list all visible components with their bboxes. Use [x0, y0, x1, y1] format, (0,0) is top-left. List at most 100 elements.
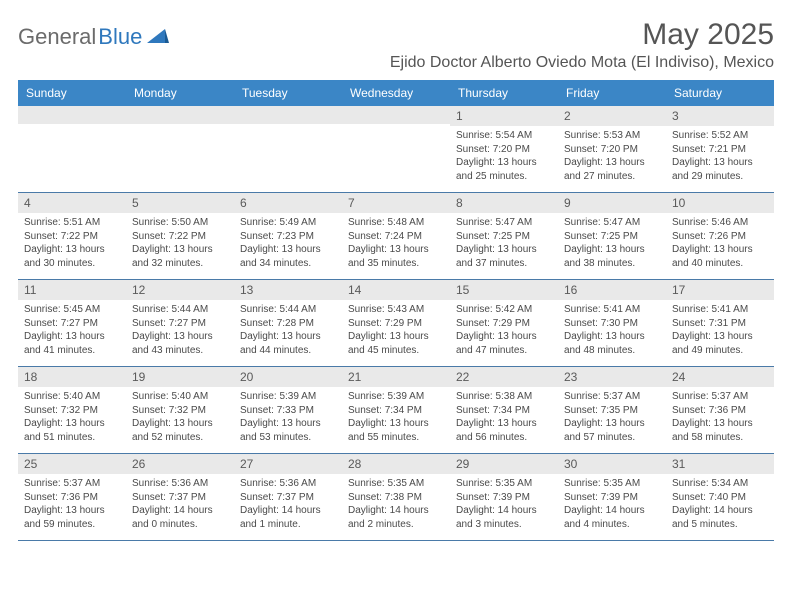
day-cell: 10Sunrise: 5:46 AMSunset: 7:26 PMDayligh…	[666, 193, 774, 279]
day-cell: 28 Sunrise: 5:35 AMSunset: 7:38 PMDayligh…	[342, 454, 450, 540]
empty-band	[18, 106, 126, 124]
day-info: Sunrise: 5:43 AMSunset: 7:29 PMDaylight:…	[348, 303, 444, 357]
day-info: Sunrise: 5:40 AMSunset: 7:32 PMDaylight:…	[24, 390, 120, 444]
day-info: Sunrise: 5:35 AMSunset: 7:39 PMDaylight:…	[564, 477, 660, 531]
day-number: 31	[666, 454, 774, 474]
day-cell: 30 Sunrise: 5:35 AMSunset: 7:39 PMDayligh…	[558, 454, 666, 540]
day-number: 27	[234, 454, 342, 474]
empty-band	[126, 106, 234, 124]
day-info: Sunrise: 5:45 AMSunset: 7:27 PMDaylight:…	[24, 303, 120, 357]
day-info: Sunrise: 5:50 AMSunset: 7:22 PMDaylight:…	[132, 216, 228, 270]
day-number: 21	[342, 367, 450, 387]
day-number: 4	[18, 193, 126, 213]
day-cell: 25 Sunrise: 5:37 AMSunset: 7:36 PMDayligh…	[18, 454, 126, 540]
day-info: Sunrise: 5:36 AMSunset: 7:37 PMDaylight:…	[132, 477, 228, 531]
day-info: Sunrise: 5:37 AMSunset: 7:35 PMDaylight:…	[564, 390, 660, 444]
day-number: 7	[342, 193, 450, 213]
day-cell: 9Sunrise: 5:47 AMSunset: 7:25 PMDaylight…	[558, 193, 666, 279]
brand-triangle-icon	[147, 27, 169, 48]
day-cell: 23 Sunrise: 5:37 AMSunset: 7:35 PMDayligh…	[558, 367, 666, 453]
day-cell: 17Sunrise: 5:41 AMSunset: 7:31 PMDayligh…	[666, 280, 774, 366]
day-number: 28	[342, 454, 450, 474]
day-info: Sunrise: 5:34 AMSunset: 7:40 PMDaylight:…	[672, 477, 768, 531]
empty-band	[234, 106, 342, 124]
day-number: 14	[342, 280, 450, 300]
day-info: Sunrise: 5:39 AMSunset: 7:33 PMDaylight:…	[240, 390, 336, 444]
day-info: Sunrise: 5:46 AMSunset: 7:26 PMDaylight:…	[672, 216, 768, 270]
week-row: 18 Sunrise: 5:40 AMSunset: 7:32 PMDayligh…	[18, 367, 774, 454]
day-cell: 14 Sunrise: 5:43 AMSunset: 7:29 PMDayligh…	[342, 280, 450, 366]
day-cell: 27 Sunrise: 5:36 AMSunset: 7:37 PMDayligh…	[234, 454, 342, 540]
day-info: Sunrise: 5:35 AMSunset: 7:38 PMDaylight:…	[348, 477, 444, 531]
brand-logo: GeneralBlue	[18, 24, 169, 50]
day-number: 20	[234, 367, 342, 387]
day-info: Sunrise: 5:53 AMSunset: 7:20 PMDaylight:…	[564, 129, 660, 183]
location-text: Ejido Doctor Alberto Oviedo Mota (El Ind…	[390, 54, 774, 72]
day-cell: 12 Sunrise: 5:44 AMSunset: 7:27 PMDayligh…	[126, 280, 234, 366]
day-info: Sunrise: 5:48 AMSunset: 7:24 PMDaylight:…	[348, 216, 444, 270]
day-cell: 3Sunrise: 5:52 AMSunset: 7:21 PMDaylight…	[666, 106, 774, 192]
week-row: 4 Sunrise: 5:51 AMSunset: 7:22 PMDaylight…	[18, 193, 774, 280]
day-number: 9	[558, 193, 666, 213]
day-number: 8	[450, 193, 558, 213]
day-cell: 24 Sunrise: 5:37 AMSunset: 7:36 PMDayligh…	[666, 367, 774, 453]
day-number: 22	[450, 367, 558, 387]
day-number: 25	[18, 454, 126, 474]
day-number: 3	[666, 106, 774, 126]
day-cell: 15 Sunrise: 5:42 AMSunset: 7:29 PMDayligh…	[450, 280, 558, 366]
day-cell: 13 Sunrise: 5:44 AMSunset: 7:28 PMDayligh…	[234, 280, 342, 366]
day-number: 12	[126, 280, 234, 300]
day-info: Sunrise: 5:49 AMSunset: 7:23 PMDaylight:…	[240, 216, 336, 270]
day-number: 13	[234, 280, 342, 300]
calendar-grid: SundayMondayTuesdayWednesdayThursdayFrid…	[18, 80, 774, 541]
week-row: 11 Sunrise: 5:45 AMSunset: 7:27 PMDayligh…	[18, 280, 774, 367]
day-cell: 1Sunrise: 5:54 AMSunset: 7:20 PMDaylight…	[450, 106, 558, 192]
day-info: Sunrise: 5:47 AMSunset: 7:25 PMDaylight:…	[456, 216, 552, 270]
weekday-header: Monday	[126, 80, 234, 106]
day-cell: 19Sunrise: 5:40 AMSunset: 7:32 PMDayligh…	[126, 367, 234, 453]
day-info: Sunrise: 5:36 AMSunset: 7:37 PMDaylight:…	[240, 477, 336, 531]
day-number: 29	[450, 454, 558, 474]
day-number: 26	[126, 454, 234, 474]
day-number: 6	[234, 193, 342, 213]
day-cell: 8 Sunrise: 5:47 AMSunset: 7:25 PMDaylight…	[450, 193, 558, 279]
day-number: 15	[450, 280, 558, 300]
day-cell: 2 Sunrise: 5:53 AMSunset: 7:20 PMDaylight…	[558, 106, 666, 192]
page-header: GeneralBlue May 2025 Ejido Doctor Albert…	[18, 18, 774, 72]
day-cell: 16Sunrise: 5:41 AMSunset: 7:30 PMDayligh…	[558, 280, 666, 366]
day-info: Sunrise: 5:38 AMSunset: 7:34 PMDaylight:…	[456, 390, 552, 444]
day-number: 11	[18, 280, 126, 300]
day-number: 30	[558, 454, 666, 474]
day-info: Sunrise: 5:42 AMSunset: 7:29 PMDaylight:…	[456, 303, 552, 357]
day-info: Sunrise: 5:37 AMSunset: 7:36 PMDaylight:…	[672, 390, 768, 444]
weekday-header: Thursday	[450, 80, 558, 106]
day-cell: 6 Sunrise: 5:49 AMSunset: 7:23 PMDaylight…	[234, 193, 342, 279]
day-info: Sunrise: 5:44 AMSunset: 7:28 PMDaylight:…	[240, 303, 336, 357]
week-row: 1Sunrise: 5:54 AMSunset: 7:20 PMDaylight…	[18, 106, 774, 193]
day-cell: 31 Sunrise: 5:34 AMSunset: 7:40 PMDayligh…	[666, 454, 774, 540]
weekday-header-row: SundayMondayTuesdayWednesdayThursdayFrid…	[18, 80, 774, 106]
day-info: Sunrise: 5:51 AMSunset: 7:22 PMDaylight:…	[24, 216, 120, 270]
day-cell	[18, 106, 126, 192]
day-info: Sunrise: 5:37 AMSunset: 7:36 PMDaylight:…	[24, 477, 120, 531]
title-block: May 2025 Ejido Doctor Alberto Oviedo Mot…	[390, 18, 774, 72]
day-number: 19	[126, 367, 234, 387]
weekday-header: Friday	[558, 80, 666, 106]
calendar-page: GeneralBlue May 2025 Ejido Doctor Albert…	[0, 0, 792, 541]
day-cell: 5 Sunrise: 5:50 AMSunset: 7:22 PMDaylight…	[126, 193, 234, 279]
day-number: 24	[666, 367, 774, 387]
day-number: 23	[558, 367, 666, 387]
weekday-header: Sunday	[18, 80, 126, 106]
day-cell: 11 Sunrise: 5:45 AMSunset: 7:27 PMDayligh…	[18, 280, 126, 366]
week-row: 25 Sunrise: 5:37 AMSunset: 7:36 PMDayligh…	[18, 454, 774, 541]
day-number: 5	[126, 193, 234, 213]
day-cell	[126, 106, 234, 192]
day-number: 2	[558, 106, 666, 126]
day-info: Sunrise: 5:44 AMSunset: 7:27 PMDaylight:…	[132, 303, 228, 357]
day-cell	[342, 106, 450, 192]
day-info: Sunrise: 5:41 AMSunset: 7:31 PMDaylight:…	[672, 303, 768, 357]
day-number: 18	[18, 367, 126, 387]
weeks-container: 1Sunrise: 5:54 AMSunset: 7:20 PMDaylight…	[18, 106, 774, 541]
day-cell: 18 Sunrise: 5:40 AMSunset: 7:32 PMDayligh…	[18, 367, 126, 453]
day-info: Sunrise: 5:41 AMSunset: 7:30 PMDaylight:…	[564, 303, 660, 357]
